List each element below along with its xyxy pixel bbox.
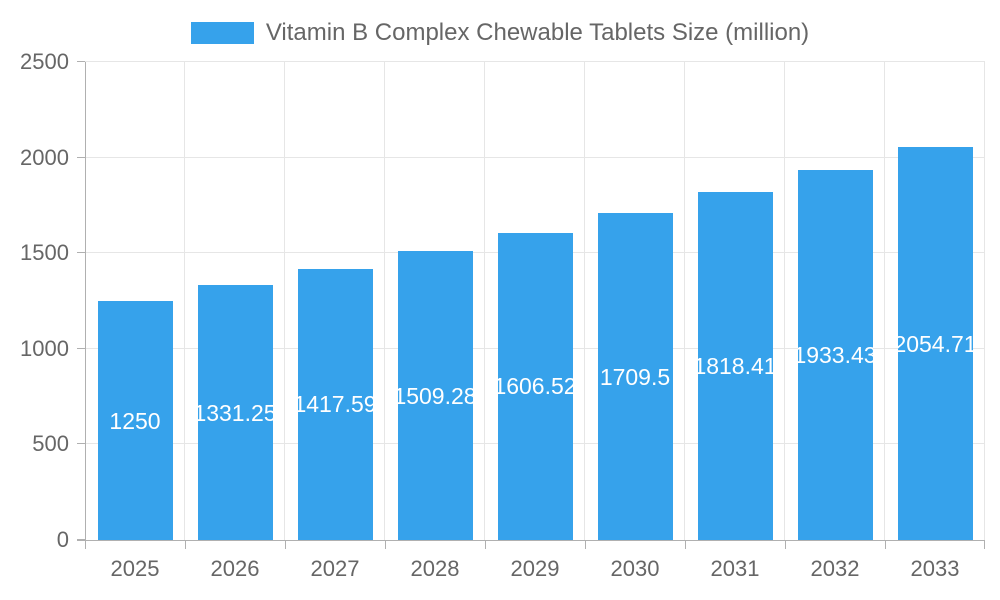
legend-label: Vitamin B Complex Chewable Tablets Size … [265,19,810,46]
gridline-vertical [784,62,785,540]
bar-value-label: 1331.25 [197,399,273,426]
gridline-vertical [984,62,985,540]
legend[interactable]: Vitamin B Complex Chewable Tablets Size … [0,18,1000,48]
y-tick-label: 0 [56,527,69,552]
y-tick-label: 2000 [20,144,69,170]
bar[interactable]: 1509.28 [397,251,473,540]
x-tick-label: 2032 [810,556,860,581]
gridline-vertical [884,62,885,540]
y-tick-label: 1500 [20,240,69,266]
bar-value-label: 1818.41 [697,353,773,380]
y-tick-label: 2500 [20,49,69,74]
bar[interactable]: 1709.5 [597,213,673,540]
x-axis-tick [485,541,486,549]
x-axis-tick [185,541,186,549]
y-tick-label: 500 [32,431,69,457]
y-axis-tick [77,443,85,445]
gridline-vertical [184,62,185,540]
y-axis-tick [77,61,85,62]
x-axis-tick [385,541,386,549]
bar[interactable]: 1933.43 [797,170,873,540]
legend-swatch [190,22,254,44]
plot-area: 0 500 1000 1500 2000 2500 1250 2025 1331.25 2026 1… [20,51,985,581]
gridline-vertical [584,62,585,540]
x-tick-label: 2029 [510,556,560,581]
y-axis-line [85,62,86,548]
gridline-vertical [384,62,385,540]
x-tick-label: 2031 [710,556,760,581]
bar[interactable]: 1818.41 [697,192,773,540]
x-tick-label: 2025 [110,556,160,581]
bar[interactable]: 2054.71 [897,147,973,540]
y-axis-tick [77,252,85,254]
x-axis-tick [885,541,886,549]
bar-value-label: 1709.5 [599,363,671,390]
bar[interactable]: 1331.25 [197,285,273,540]
bar-value-label: 1417.59 [297,391,373,418]
bar-value-label: 1933.43 [797,342,873,369]
x-axis-tick [285,541,286,549]
x-axis-tick [685,541,686,549]
x-tick-label: 2027 [310,556,360,581]
x-axis-line [77,540,985,541]
x-axis-tick [785,541,786,549]
x-tick-label: 2033 [910,556,960,581]
x-tick-label: 2030 [610,556,660,581]
bar-value-label: 1509.28 [397,382,473,409]
bar-value-label: 1606.52 [497,373,573,400]
y-axis-tick [77,539,85,540]
x-tick-label: 2028 [410,556,460,581]
bar[interactable]: 1606.52 [497,232,573,540]
gridline-horizontal [85,61,985,62]
x-axis-tick [585,541,586,549]
x-tick-label: 2026 [210,556,260,581]
y-axis-tick [77,156,85,158]
y-axis-tick [77,347,85,349]
gridline-vertical [484,62,485,540]
bar-value-label: 1250 [109,407,161,434]
gridline-horizontal [85,156,985,158]
bar-value-label: 2054.71 [897,330,973,357]
gridline-vertical [684,62,685,540]
bar[interactable]: 1250 [97,301,173,540]
x-axis-tick [984,541,985,549]
y-tick-label: 1000 [20,335,69,361]
bar[interactable]: 1417.59 [297,268,373,540]
gridline-vertical [284,62,285,540]
